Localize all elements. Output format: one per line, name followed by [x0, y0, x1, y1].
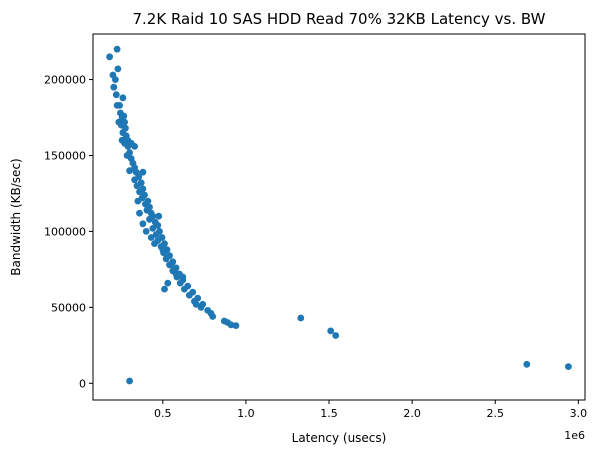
- data-point-83: [122, 124, 129, 132]
- data-point-7: [119, 94, 127, 102]
- data-point-96: [164, 279, 172, 287]
- data-point-97: [192, 300, 200, 308]
- y-tick-label-4: 200000: [44, 74, 86, 87]
- data-point-87: [139, 220, 147, 228]
- x-axis-offset-label: 1e6: [564, 429, 585, 442]
- data-point-63: [176, 279, 184, 287]
- data-point-100: [332, 332, 340, 339]
- data-point-93: [172, 270, 180, 278]
- data-point-44: [154, 222, 162, 229]
- y-tick-label-3: 150000: [44, 149, 86, 162]
- y-axis-ticks: 0 50000 100000 150000 200000: [44, 74, 93, 390]
- data-point-95: [161, 285, 168, 293]
- data-point-94: [179, 273, 187, 281]
- data-point-84: [120, 112, 128, 120]
- x-tick-label-0: 0.5: [154, 407, 172, 420]
- x-tick-label-3: 2.0: [403, 407, 421, 420]
- data-point-45: [149, 225, 157, 232]
- data-point-99: [327, 327, 335, 335]
- data-point-88: [142, 228, 150, 235]
- x-tick-label-5: 3.0: [570, 407, 588, 420]
- data-point-90: [151, 240, 158, 248]
- plot-frame: [92, 33, 586, 401]
- data-point-0: [106, 53, 113, 61]
- chart-title: 7.2K Raid 10 SAS HDD Read 70% 32KB Laten…: [133, 10, 546, 28]
- data-point-85: [134, 197, 142, 205]
- data-point-67: [186, 291, 193, 299]
- x-axis-label: Latency (usecs): [292, 431, 387, 445]
- data-point-55: [162, 255, 170, 263]
- y-tick-label-0: 0: [79, 377, 86, 390]
- data-points: [106, 45, 572, 385]
- data-point-65: [181, 285, 188, 293]
- data-point-86: [136, 209, 143, 217]
- data-point-28: [131, 176, 139, 184]
- data-point-9: [113, 102, 121, 109]
- data-point-6: [112, 91, 120, 99]
- data-point-41: [155, 212, 163, 220]
- data-point-4: [114, 65, 122, 73]
- y-axis-label: Bandwidth (KB/sec): [9, 158, 23, 275]
- data-point-92: [166, 261, 174, 269]
- data-point-5: [110, 83, 118, 91]
- data-point-30: [133, 182, 141, 190]
- x-axis-ticks: 0.5 1.0 1.5 2.0 2.5 3.0: [154, 400, 587, 420]
- x-tick-label-1: 1.0: [237, 407, 255, 420]
- data-point-101: [523, 360, 531, 368]
- data-point-82: [127, 139, 135, 147]
- data-point-78: [232, 322, 240, 329]
- data-point-42: [146, 215, 153, 223]
- data-point-14: [121, 118, 128, 126]
- data-point-89: [147, 234, 155, 241]
- data-point-3: [112, 76, 119, 83]
- data-point-102: [565, 363, 572, 370]
- data-point-47: [152, 231, 160, 238]
- data-point-71: [197, 304, 205, 311]
- x-tick-label-2: 1.5: [320, 407, 338, 420]
- data-point-32: [136, 188, 143, 196]
- y-tick-label-1: 50000: [51, 301, 86, 314]
- data-point-1: [113, 45, 121, 53]
- data-point-91: [159, 246, 167, 254]
- x-tick-label-4: 2.5: [486, 407, 504, 420]
- data-point-74: [209, 313, 217, 320]
- y-tick-label-2: 100000: [44, 225, 86, 238]
- data-point-79: [139, 168, 147, 176]
- data-point-25: [126, 167, 133, 175]
- data-point-103: [126, 377, 133, 385]
- data-point-98: [297, 314, 305, 322]
